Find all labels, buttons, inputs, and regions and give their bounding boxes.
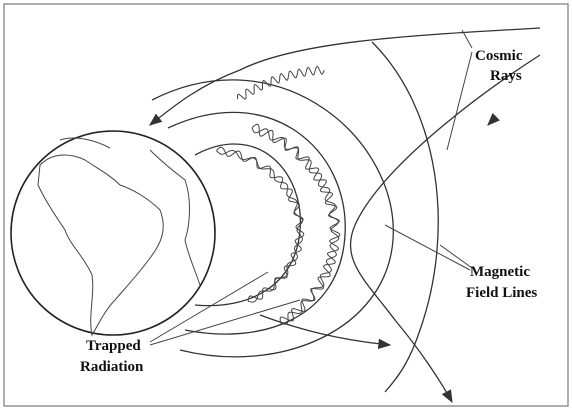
helix (237, 65, 325, 100)
label: Trapped (86, 338, 141, 354)
earth (10, 130, 216, 336)
field-line (167, 111, 346, 335)
arrow (259, 314, 392, 350)
trapped-particles (216, 65, 341, 325)
arrow (487, 113, 500, 126)
label: Radiation (80, 359, 144, 375)
label: Field Lines (466, 285, 537, 301)
label: Cosmic (475, 48, 523, 64)
field-line (194, 143, 301, 307)
field-line (151, 79, 394, 358)
label: Rays (490, 68, 522, 84)
continent (59, 137, 201, 286)
field-line (371, 41, 439, 393)
helix (251, 127, 340, 325)
continent (37, 154, 164, 337)
leader-line (149, 29, 473, 346)
helix (216, 150, 303, 303)
label: Magnetic (470, 264, 530, 280)
cosmic-ray-path (148, 27, 541, 126)
